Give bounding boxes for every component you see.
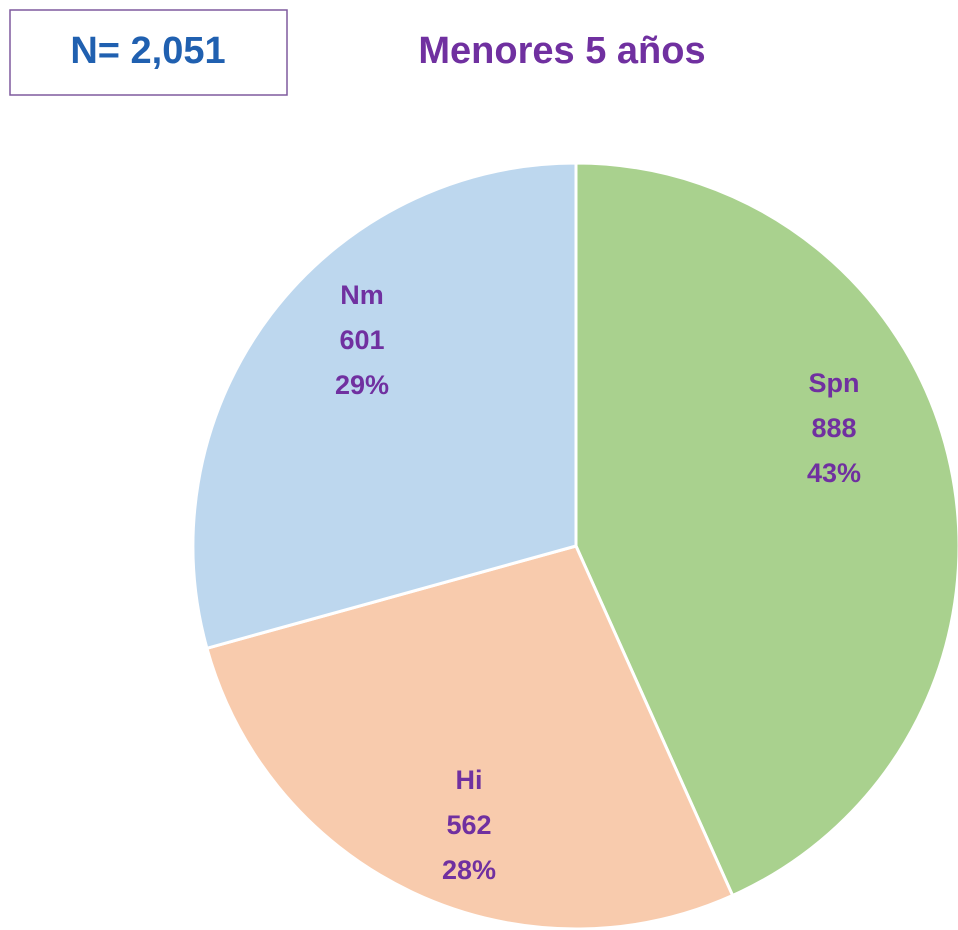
- slice-percent-label: 28%: [442, 855, 496, 885]
- pie-slice: [205, 544, 735, 930]
- slice-category-label: Spn: [809, 368, 860, 398]
- slice-value-label: 601: [339, 325, 384, 355]
- slice-category-label: Nm: [340, 280, 384, 310]
- slice-value-label: 888: [811, 413, 856, 443]
- n-label: N= 2,051: [70, 30, 225, 72]
- slice-category-label: Hi: [456, 765, 483, 795]
- slice-percent-label: 29%: [335, 370, 389, 400]
- slice-value-label: 562: [446, 810, 491, 840]
- pie-slice: [191, 161, 578, 651]
- slice-percent-label: 43%: [807, 458, 861, 488]
- pie-slice: [574, 161, 958, 898]
- chart-title: Menores 5 años: [418, 30, 705, 72]
- n-box: [9, 9, 288, 96]
